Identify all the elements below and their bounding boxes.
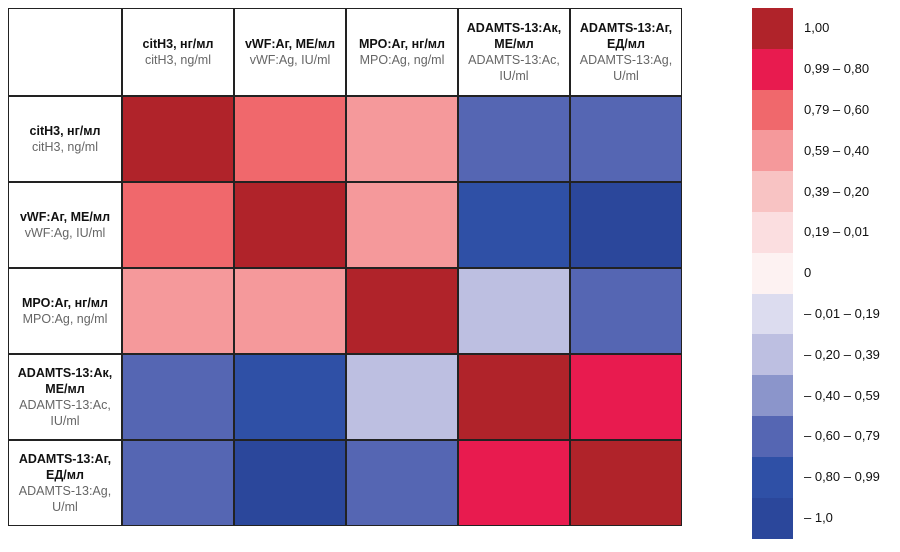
- legend-label: – 0,20 – 0,39: [804, 346, 880, 362]
- heatmap-cell: [122, 96, 234, 182]
- legend-label: – 0,60 – 0,79: [804, 428, 880, 444]
- column-label-ru: vWF:Аг, МЕ/мл: [244, 37, 336, 51]
- heatmap-cell: [570, 182, 682, 268]
- heatmap-cell: [234, 440, 346, 526]
- column-label-ru: citH3, нг/мл: [142, 37, 214, 51]
- legend-swatch: [752, 416, 793, 458]
- legend-label: 0,99 – 0,80: [804, 61, 870, 77]
- heatmap-cell: [458, 440, 570, 526]
- legend-label: 1,00: [804, 20, 830, 36]
- column-header: ADAMTS-13:Ак, МЕ/мл ADAMTS-13:Ac, IU/ml: [458, 8, 570, 96]
- heatmap-cell: [122, 268, 234, 354]
- column-label-ru: МРО:Аг, нг/мл: [359, 37, 445, 51]
- legend-swatch: [752, 171, 793, 213]
- heatmap-cell: [346, 354, 458, 440]
- column-label-en: citH3, ng/ml: [145, 53, 211, 67]
- legend-swatch: [752, 293, 793, 335]
- legend-label: – 0,80 – 0,99: [804, 469, 880, 485]
- row-label-ru: citH3, нг/мл: [29, 124, 101, 138]
- legend-swatch: [752, 252, 793, 295]
- heatmap-cell: [122, 354, 234, 440]
- heatmap-cell: [234, 354, 346, 440]
- legend-swatch: [752, 48, 793, 91]
- legend-label: 0,59 – 0,40: [804, 142, 870, 158]
- legend-label: – 1,0: [804, 510, 833, 525]
- column-header: ADAMTS-13:Аг, ЕД/мл ADAMTS-13:Ag, U/ml: [570, 8, 682, 96]
- column-header: citH3, нг/мл citH3, ng/ml: [122, 8, 234, 96]
- row-label-ru: МРО:Аг, нг/мл: [22, 296, 108, 310]
- heatmap-cell: [346, 268, 458, 354]
- legend-swatch: [752, 8, 793, 50]
- heatmap-cell: [570, 440, 682, 526]
- legend-swatch: [752, 456, 793, 499]
- column-label-ru: ADAMTS-13:Аг, ЕД/мл: [579, 21, 673, 51]
- legend-swatch: [752, 497, 793, 539]
- heatmap-cell: [122, 440, 234, 526]
- color-legend: 1,00 0,99 – 0,80 0,79 – 0,60 0,59 – 0,40 0,3…: [752, 8, 900, 539]
- column-label-en: MPO:Ag, ng/ml: [359, 53, 445, 67]
- row-label-en: MPO:Ag, ng/ml: [22, 312, 108, 326]
- heatmap-cell: [458, 268, 570, 354]
- heatmap-cell: [122, 182, 234, 268]
- heatmap-cell: [458, 182, 570, 268]
- row-label-en: citH3, ng/ml: [32, 140, 98, 154]
- legend-label: – 0,40 – 0,59: [804, 387, 880, 403]
- column-label-ru: ADAMTS-13:Ак, МЕ/мл: [466, 21, 562, 51]
- row-label-ru: vWF:Аг, МЕ/мл: [19, 210, 111, 224]
- heatmap-cell: [346, 96, 458, 182]
- heatmap-cell: [458, 354, 570, 440]
- row-label-en: ADAMTS-13:Ac, IU/ml: [19, 398, 111, 428]
- column-label-en: ADAMTS-13:Ac, IU/ml: [468, 53, 560, 83]
- row-label-en: ADAMTS-13:Ag, U/ml: [18, 484, 112, 514]
- column-header: vWF:Аг, МЕ/мл vWF:Ag, IU/ml: [234, 8, 346, 96]
- legend-label: 0,79 – 0,60: [804, 102, 870, 117]
- correlation-matrix: citH3, нг/мл citH3, ng/ml vWF:Аг, МЕ/мл vWF…: [8, 8, 682, 526]
- legend-label: 0,39 – 0,20: [804, 183, 870, 199]
- legend-swatch: [752, 130, 793, 172]
- column-label-en: ADAMTS-13:Ag, U/ml: [579, 53, 673, 83]
- row-header: МРО:Аг, нг/мл MPO:Ag, ng/ml: [8, 268, 122, 354]
- row-header: citH3, нг/мл citH3, ng/ml: [8, 96, 122, 182]
- row-header: ADAMTS-13:Ак, МЕ/мл ADAMTS-13:Ac, IU/ml: [8, 354, 122, 440]
- heatmap-cell: [234, 268, 346, 354]
- heatmap-cell: [346, 182, 458, 268]
- heatmap-cell: [234, 96, 346, 182]
- legend-label: – 0,01 – 0,19: [804, 306, 880, 321]
- legend-swatch: [752, 89, 793, 131]
- heatmap-cell: [234, 182, 346, 268]
- row-header: ADAMTS-13:Аг, ЕД/мл ADAMTS-13:Ag, U/ml: [8, 440, 122, 526]
- row-label-en: vWF:Ag, IU/ml: [24, 226, 106, 240]
- legend-swatch: [752, 212, 793, 254]
- legend-label: 0,19 – 0,01: [804, 224, 870, 240]
- heatmap-cell: [570, 268, 682, 354]
- heatmap-cell: [346, 440, 458, 526]
- heatmap-cell: [458, 96, 570, 182]
- heatmap-cell: [570, 96, 682, 182]
- row-label-ru: ADAMTS-13:Ак, МЕ/мл: [17, 366, 113, 396]
- row-header: vWF:Аг, МЕ/мл vWF:Ag, IU/ml: [8, 182, 122, 268]
- column-header: МРО:Аг, нг/мл MPO:Ag, ng/ml: [346, 8, 458, 96]
- legend-swatch: [752, 334, 793, 376]
- heatmap-cell: [570, 354, 682, 440]
- corner-cell: [8, 8, 122, 96]
- legend-label: 0: [804, 265, 812, 281]
- column-label-en: vWF:Ag, IU/ml: [249, 53, 331, 67]
- legend-swatch: [752, 375, 793, 417]
- row-label-ru: ADAMTS-13:Аг, ЕД/мл: [18, 452, 112, 482]
